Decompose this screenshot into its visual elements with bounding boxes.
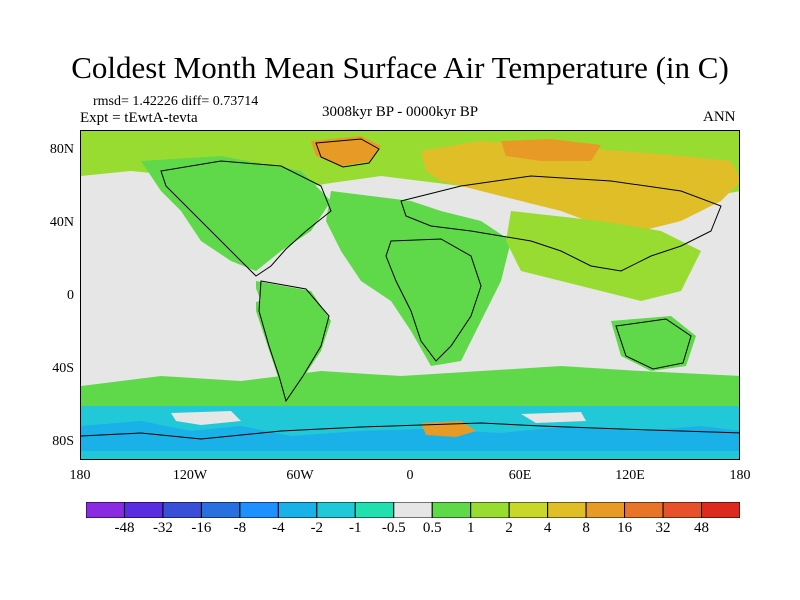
colorbar-swatch (239, 502, 279, 518)
colorbar-swatch (585, 502, 626, 518)
coastline-africa (385, 238, 482, 362)
antarctic-white-patch (171, 411, 586, 425)
lat-label-40n: 40N (49, 215, 74, 230)
colorbar-tick-label: 0.5 (422, 520, 442, 536)
colorbar-tick-label: -0.5 (381, 520, 406, 536)
equatorial-neutral-region (81, 271, 261, 311)
colorbar-swatch (431, 502, 472, 518)
south-america-region (256, 281, 331, 401)
colorbar-swatch (508, 502, 549, 518)
coastline-eurasia (400, 175, 722, 272)
period-label: 3008kyr BP - 0000kyr BP (322, 104, 479, 120)
experiment-label: Expt = tEwtA-tevta (80, 110, 198, 126)
colorbar-swatch (354, 502, 395, 518)
temperature-map (80, 130, 740, 460)
colorbar-tick-label: 1 (466, 520, 475, 536)
season-label: ANN (703, 109, 736, 125)
lon-label-0: 0 (406, 468, 414, 483)
coastline-australia (615, 318, 692, 370)
lon-label-60w: 60W (286, 468, 314, 483)
colorbar-swatch (624, 502, 664, 518)
colorbar-tick-label: -32 (152, 520, 173, 536)
antarctic-blue-patches (81, 421, 739, 451)
lat-label-80n: 80N (49, 142, 74, 157)
colorbar-swatch (277, 502, 318, 518)
north-america-region (141, 156, 331, 271)
colorbar-swatch (162, 502, 202, 518)
lat-label-40s: 40S (52, 361, 74, 376)
australia-region (611, 316, 696, 371)
coastline-greenland (315, 138, 380, 168)
coastlines (81, 138, 739, 440)
colorbar-tick-label: 4 (543, 520, 552, 536)
colorbar-tick-label: -16 (191, 520, 212, 536)
stats-label: rmsd= 1.42226 diff= 0.73714 (93, 94, 259, 109)
lat-label-80s: 80S (52, 434, 74, 449)
colorbar-swatch (662, 502, 703, 518)
colorbar-tick-label: 2 (505, 520, 513, 536)
colorbar (86, 502, 740, 518)
colorbar-tick-label: -2 (310, 520, 324, 536)
lon-label-60e: 60E (508, 468, 532, 483)
colorbar-tick-label: 32 (655, 520, 671, 536)
colorbar-tick-label: 48 (694, 520, 710, 536)
lon-label-120e: 120E (615, 468, 645, 483)
colorbar-tick-label: 8 (582, 520, 590, 536)
map-svg (81, 131, 739, 459)
colorbar-swatch (316, 502, 356, 518)
eurasia-warm-region (421, 141, 739, 231)
greenland-warm-region (311, 136, 381, 166)
lat-label-0: 0 (67, 288, 74, 303)
europe-africa-region (326, 191, 511, 366)
colorbar-tick-label: -4 (272, 520, 285, 536)
colorbar-tick-label: 16 (617, 520, 633, 536)
coastline-north-america (160, 160, 332, 277)
colorbar-tick-label: -8 (233, 520, 247, 536)
colorbar-swatch (547, 502, 587, 518)
southern-ocean-band (81, 366, 739, 406)
map-title: Coldest Month Mean Surface Air Temperatu… (71, 50, 729, 85)
lon-label-180e: 180 (729, 468, 751, 483)
colorbar-swatch (123, 502, 164, 518)
colorbar-tick-label: -1 (349, 520, 362, 536)
colorbar-tick-label: -48 (114, 520, 135, 536)
colorbar-swatch (393, 502, 433, 518)
colorbar-swatch (701, 502, 740, 518)
colorbar-svg (86, 502, 740, 518)
lon-label-120w: 120W (172, 468, 208, 483)
coastline-south-america (258, 280, 330, 403)
colorbar-swatch (86, 502, 125, 518)
asia-region (506, 211, 701, 301)
colorbar-swatch (470, 502, 510, 518)
siberia-hotspot (501, 139, 601, 161)
colorbar-swatch (200, 502, 241, 518)
coastline-antarctica (81, 422, 739, 440)
lon-label-180w: 180 (69, 468, 91, 483)
